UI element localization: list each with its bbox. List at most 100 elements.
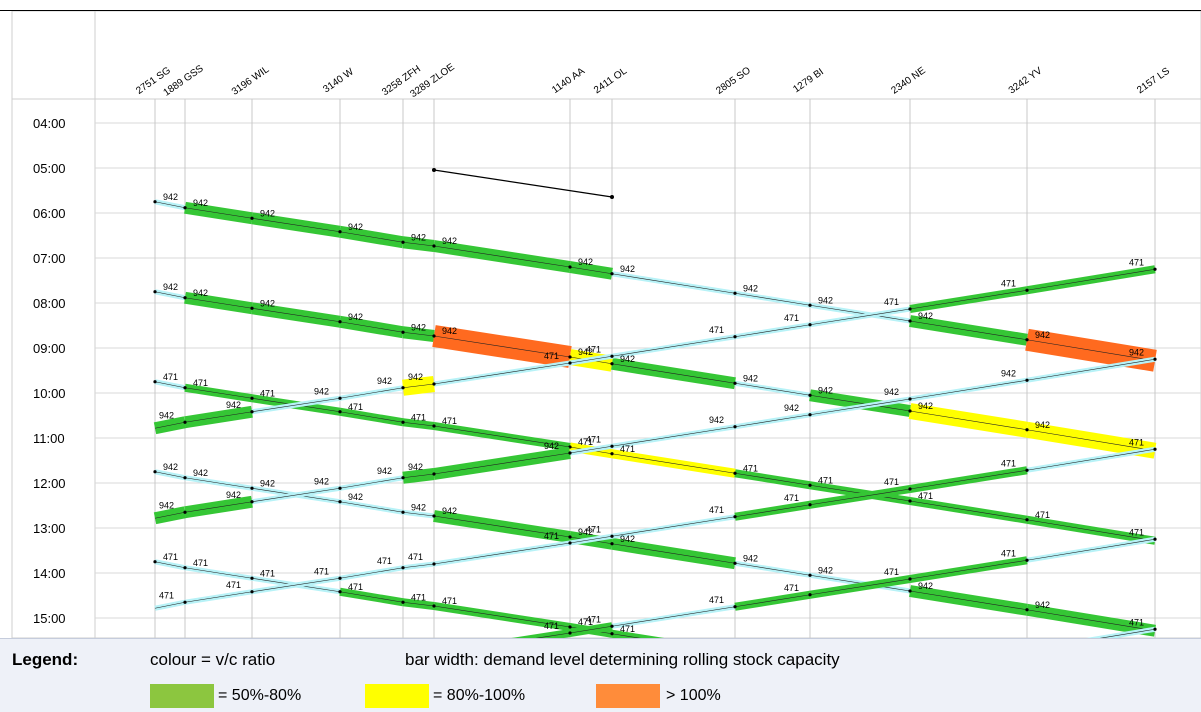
train-stop-marker (153, 380, 157, 384)
capacity-label: 471 (226, 580, 241, 590)
train-stop-marker (1025, 378, 1029, 382)
capacity-label: 471 (377, 556, 392, 566)
train-stop-marker (1025, 558, 1029, 562)
capacity-label: 942 (442, 506, 457, 516)
train-stop-marker (908, 487, 912, 491)
train-stop-marker (432, 244, 436, 248)
legend-label-80-100: = 80%-100% (433, 687, 526, 704)
train-path-line (569, 445, 613, 454)
capacity-label: 471 (884, 297, 899, 307)
capacity-label: 942 (784, 403, 799, 413)
capacity-label: 942 (193, 198, 208, 208)
train-stop-marker (338, 486, 342, 490)
train-path-line (402, 241, 435, 247)
train-path-line (433, 452, 571, 475)
station-label: 2411 OL (592, 65, 629, 96)
train-stop-marker (432, 382, 436, 386)
time-label: 15:00 (33, 611, 66, 626)
train-path-line (184, 387, 253, 399)
train-stop-marker (1025, 608, 1029, 612)
train-path-line (734, 594, 811, 608)
train-stop-marker (250, 216, 254, 220)
train-path-line (433, 542, 571, 565)
train-stop-marker (153, 200, 157, 204)
train-stop-marker (610, 534, 614, 538)
train-path-line (433, 605, 571, 628)
capacity-label: 942 (163, 192, 178, 202)
capacity-label: 471 (442, 416, 457, 426)
train-stop-marker (432, 514, 436, 518)
capacity-label: 942 (408, 372, 423, 382)
capacity-label: 942 (442, 326, 457, 336)
train-path-line (1099, 628, 1156, 638)
train-stop-marker (250, 410, 254, 414)
train-path-line (734, 504, 811, 518)
train-stop-marker (908, 397, 912, 401)
train-path-line (402, 421, 435, 427)
train-stop-marker (183, 600, 187, 604)
capacity-label: 471 (620, 624, 635, 634)
time-label: 10:00 (33, 386, 66, 401)
train-path-line (809, 308, 911, 326)
train-path-line (154, 421, 186, 429)
train-path-line (1026, 448, 1156, 471)
train-path-line (734, 382, 811, 396)
station-label: 2340 NE (889, 65, 927, 97)
capacity-label: 942 (1035, 420, 1050, 430)
train-path-line (809, 488, 911, 506)
capacity-label: 471 (818, 475, 833, 485)
capacity-label: 471 (709, 325, 724, 335)
legend-swatch-50-80 (150, 684, 214, 708)
train-path-line (1026, 339, 1156, 362)
capacity-label: 471 (784, 583, 799, 593)
train-stop-marker (153, 470, 157, 474)
capacity-label: 942 (818, 385, 833, 395)
train-path-line (433, 335, 571, 358)
time-label: 12:00 (33, 476, 66, 491)
train-stop-marker (568, 355, 572, 359)
graph-frame (11, 11, 1201, 638)
train-path-line (569, 625, 613, 634)
train-stop-marker (250, 396, 254, 400)
capacity-label: 471 (442, 596, 457, 606)
train-stop-marker (401, 566, 405, 570)
train-path-line (809, 304, 911, 322)
train-stop-marker (610, 632, 614, 636)
capacity-label: 942 (411, 232, 426, 242)
train-path-line (339, 321, 404, 333)
train-stop-marker (183, 420, 187, 424)
time-label: 04:00 (33, 116, 66, 131)
train-stop-marker (250, 590, 254, 594)
train-stop-marker (733, 291, 737, 295)
train-stop-marker (1025, 288, 1029, 292)
capacity-label: 471 (348, 582, 363, 592)
station-label: 3196 WIL (230, 64, 272, 98)
train-stop-marker (808, 413, 812, 417)
capacity-label: 942 (314, 386, 329, 396)
legend-label-over-100: > 100% (666, 687, 721, 704)
train-stop-marker (432, 424, 436, 428)
train-path-line (734, 292, 811, 306)
train-stop-marker (183, 206, 187, 210)
capacity-label: 471 (884, 477, 899, 487)
station-label: 1140 AA (550, 66, 587, 96)
train-path-line (909, 379, 1028, 400)
capacity-label: 471 (586, 344, 601, 354)
train-stop-marker (908, 409, 912, 413)
station-label: 2157 LS (1135, 66, 1172, 97)
capacity-label: 471 (1001, 458, 1016, 468)
capacity-label: 942 (314, 476, 329, 486)
train-stop-marker (338, 576, 342, 580)
train-stop-marker (250, 486, 254, 490)
capacity-label: 471 (411, 592, 426, 602)
capacity-label: 471 (884, 567, 899, 577)
time-label: 08:00 (33, 296, 66, 311)
train-stop-marker (338, 396, 342, 400)
legend-title: Legend: (12, 650, 79, 669)
train-path-line (611, 633, 641, 638)
train-path-line (402, 383, 435, 389)
capacity-label: 471 (1001, 548, 1016, 558)
capacity-label: 942 (226, 490, 241, 500)
legend-label-50-80: = 50%-80% (218, 687, 302, 704)
train-path-line (909, 469, 1028, 490)
